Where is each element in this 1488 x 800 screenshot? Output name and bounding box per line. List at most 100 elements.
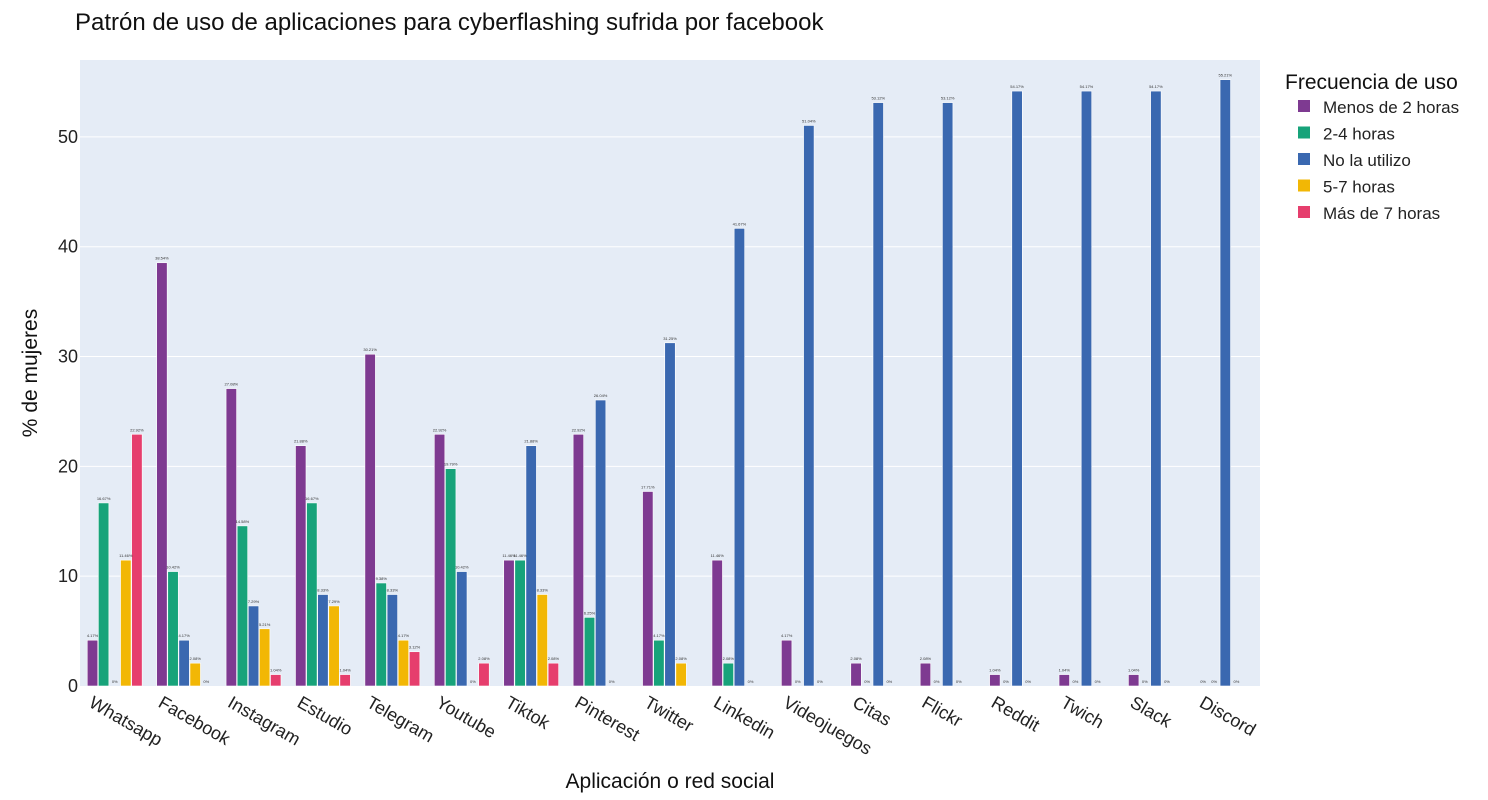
- bar-value-label: 19.79%: [444, 462, 458, 467]
- bar: [664, 342, 676, 687]
- bar: [167, 571, 179, 687]
- bar: [328, 605, 340, 687]
- bar: [781, 639, 793, 687]
- bar: [306, 502, 318, 687]
- bar: [98, 502, 110, 687]
- bar-value-label: 4.17%: [781, 633, 793, 638]
- bar-value-label: 0%: [1142, 679, 1148, 684]
- bar-value-label: 2.08%: [190, 656, 202, 661]
- bar: [375, 582, 387, 687]
- bar: [456, 571, 468, 687]
- y-axis-ticks: 0 10 20 30 40 50: [58, 127, 78, 696]
- bar-value-label: 38.54%: [155, 256, 169, 261]
- bar-value-label: 0%: [1164, 679, 1170, 684]
- bar: [434, 433, 446, 687]
- bar: [653, 639, 665, 687]
- bar-value-label: 0%: [1200, 679, 1206, 684]
- bar: [236, 525, 248, 687]
- bar-value-label: 5.21%: [259, 622, 271, 627]
- bar: [409, 651, 421, 687]
- y-tick-label: 40: [58, 237, 78, 257]
- bar-value-label: 0%: [886, 679, 892, 684]
- bar: [733, 228, 745, 687]
- bar: [317, 594, 329, 687]
- bar-value-label: 41.67%: [733, 221, 747, 226]
- legend-swatch: [1298, 100, 1310, 112]
- bar: [339, 674, 351, 687]
- bar-value-label: 0%: [934, 679, 940, 684]
- bar: [536, 594, 548, 687]
- bar: [178, 639, 190, 687]
- bar-value-label: 4.17%: [87, 633, 99, 638]
- bars: [86, 79, 1231, 687]
- bar-value-label: 55.21%: [1219, 73, 1233, 78]
- x-tick-label: Youtube: [433, 692, 500, 742]
- bar-value-label: 16.67%: [97, 496, 111, 501]
- bar: [131, 433, 143, 687]
- legend: Frecuencia de uso Menos de 2 horas 2-4 ho…: [1285, 71, 1459, 223]
- bar-value-label: 22.92%: [572, 427, 586, 432]
- bar-value-label: 51.04%: [802, 118, 816, 123]
- bar-value-label: 10.42%: [455, 565, 469, 570]
- bar-value-label: 4.17%: [178, 633, 190, 638]
- y-tick-label: 0: [68, 676, 78, 696]
- bar: [642, 491, 654, 687]
- legend-swatch: [1298, 179, 1310, 192]
- chart-title: Patrón de uso de aplicaciones para cyber…: [75, 9, 824, 36]
- bar-value-label: 22.92%: [130, 427, 144, 432]
- bar-value-label: 0%: [1072, 679, 1078, 684]
- bar: [1080, 90, 1093, 687]
- y-axis-title: % de mujeres: [19, 309, 42, 437]
- bar-value-label: 0%: [470, 679, 476, 684]
- bar: [386, 594, 398, 687]
- x-tick-label: Whatsapp: [86, 692, 166, 750]
- bar-value-label: 14.58%: [236, 519, 250, 524]
- y-tick-label: 30: [58, 347, 78, 367]
- bar: [225, 388, 237, 687]
- bar-value-label: 0%: [1095, 679, 1101, 684]
- bar-value-label: 2.08%: [723, 656, 735, 661]
- bar: [270, 674, 282, 687]
- legend-label: Menos de 2 horas: [1323, 98, 1459, 117]
- bar-value-label: 11.46%: [711, 553, 725, 558]
- bar: [722, 662, 734, 687]
- bar-value-label: 8.33%: [317, 588, 329, 593]
- bar-value-label: 7.29%: [248, 599, 260, 604]
- x-tick-label: Flickr: [919, 692, 966, 731]
- bar-value-label: 0%: [1025, 679, 1031, 684]
- x-tick-label: Citas: [849, 692, 895, 730]
- bar-value-label: 21.88%: [524, 439, 538, 444]
- bar: [583, 617, 596, 687]
- legend-title: Frecuencia de uso: [1285, 71, 1458, 94]
- bar-value-label: 2.08%: [920, 656, 932, 661]
- bar-value-label: 1.04%: [1059, 668, 1071, 673]
- bar: [364, 353, 376, 687]
- bar-value-label: 10.42%: [166, 565, 180, 570]
- x-tick-label: Facebook: [155, 692, 234, 749]
- bar-value-label: 6.25%: [584, 610, 596, 615]
- bar-value-label: 2.08%: [675, 656, 687, 661]
- bar-value-label: 0%: [795, 679, 801, 684]
- bar: [1219, 79, 1231, 687]
- bar-value-label: 0%: [203, 679, 209, 684]
- bar: [445, 468, 457, 687]
- bar: [1011, 90, 1023, 687]
- x-tick-label: Linkedin: [710, 692, 778, 743]
- bar-value-label: 1.04%: [989, 668, 1001, 673]
- bar: [514, 559, 526, 687]
- bar: [919, 662, 931, 687]
- bar-value-label: 53.12%: [871, 96, 885, 101]
- bar-value-label: 27.08%: [225, 382, 239, 387]
- bar-value-label: 0%: [817, 679, 823, 684]
- bar-value-label: 0%: [1003, 679, 1009, 684]
- bar-value-label: 16.67%: [305, 496, 319, 501]
- bar: [525, 445, 537, 687]
- bar-value-label: 0%: [864, 679, 870, 684]
- bar: [295, 445, 307, 687]
- x-tick-label: Discord: [1196, 692, 1259, 740]
- y-tick-label: 20: [58, 456, 78, 476]
- legend-swatch: [1298, 206, 1310, 218]
- bar-value-label: 2.08%: [548, 656, 560, 661]
